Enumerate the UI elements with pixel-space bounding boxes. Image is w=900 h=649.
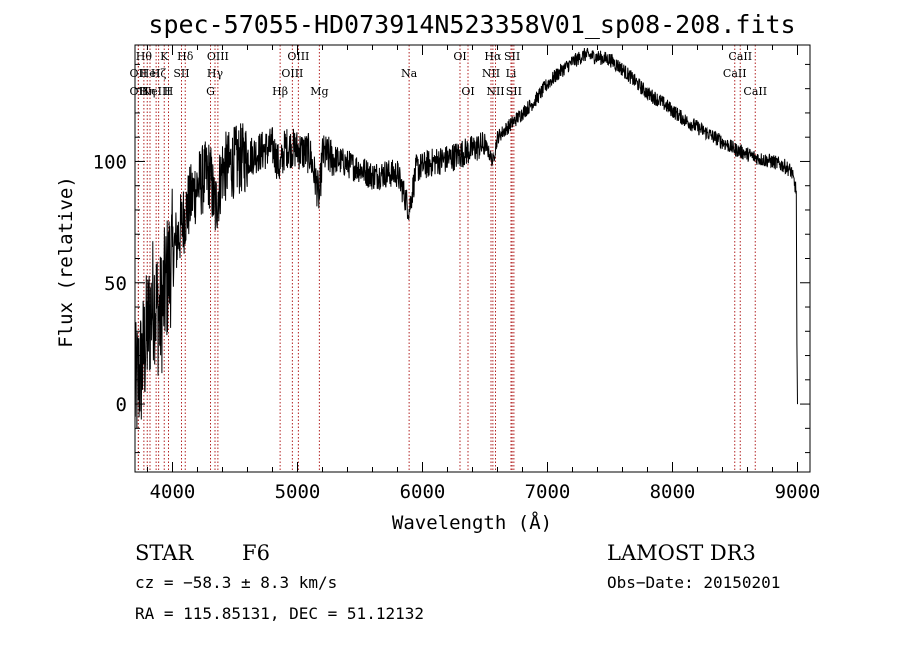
reference-line-label: OIII [207, 50, 229, 63]
reference-line-label: OIII [281, 67, 303, 80]
x-axis-ticks: 4000 5000 6000 7000 8000 9000 [147, 45, 821, 503]
reference-line-label: OII [130, 85, 148, 98]
reference-line-label: Hα [484, 50, 502, 63]
class-label: STAR [135, 541, 194, 565]
x-tick-label: 8000 [650, 481, 696, 503]
y-tick-label: 100 [93, 151, 127, 173]
x-tick-label: 7000 [525, 481, 571, 503]
x-tick-label: 6000 [400, 481, 446, 503]
chart-title: spec-57055-HD073914N523358V01_sp08-208.f… [148, 10, 795, 39]
reference-line-label: Hθ [136, 50, 153, 63]
obs-date-text: Obs−Date: 20150201 [607, 573, 780, 592]
reference-line-label: Li [506, 67, 517, 80]
y-axis-ticks: 0 50 100 [93, 63, 810, 454]
x-tick-label: 5000 [275, 481, 321, 503]
reference-line-label: K [160, 50, 169, 63]
reference-line-label: Hβ [272, 85, 288, 98]
reference-line-label: SII [504, 50, 520, 63]
spectrum-series [134, 47, 798, 429]
reference-line-label: SII [506, 85, 522, 98]
redshift-text: cz = −58.3 ± 8.3 km/s [135, 573, 337, 592]
spectrum-line [134, 47, 798, 429]
y-tick-label: 0 [116, 394, 127, 416]
y-axis-label: Flux (relative) [55, 176, 77, 348]
reference-line-label: Hη [139, 85, 155, 98]
survey-label: LAMOST DR3 [607, 541, 756, 565]
reference-line-label: CaII [743, 85, 767, 98]
reference-line-labels: OII OII Hθ Hη HeI NeIII Hζ K H SII Hδ G Hγ OIII Hβ OIII… [130, 50, 768, 98]
x-axis-label: Wavelength (Å) [392, 511, 552, 534]
reference-line-label: NeIII [142, 85, 171, 98]
reference-line-label: Hζ [151, 67, 167, 80]
x-tick-label: 4000 [150, 481, 196, 503]
reference-line-label: OI [453, 50, 466, 63]
reference-line-label: HeI [140, 67, 160, 80]
reference-line-label: OIII [287, 50, 309, 63]
coordinates-text: RA = 115.85131, DEC = 51.12132 [135, 604, 424, 623]
reference-line-label: NII [482, 67, 500, 80]
subclass-label: F6 [242, 541, 270, 565]
reference-line-label: NII [486, 85, 504, 98]
reference-line-label: OII [130, 67, 148, 80]
reference-line-label: H [164, 85, 174, 98]
reference-line-label: Hδ [177, 50, 194, 63]
x-tick-label: 9000 [775, 481, 821, 503]
reference-line-label: CaII [723, 67, 747, 80]
reference-line-label: CaII [728, 50, 752, 63]
reference-line-label: Hγ [207, 67, 224, 80]
y-tick-label: 50 [104, 273, 127, 295]
plot-frame [134, 44, 811, 473]
reference-line-label: OI [461, 85, 474, 98]
reference-lines [137, 45, 756, 472]
reference-line-label: Na [401, 67, 418, 80]
reference-line-label: Mg [310, 85, 328, 98]
reference-line-label: G [206, 85, 215, 98]
reference-line-label: SII [173, 67, 189, 80]
